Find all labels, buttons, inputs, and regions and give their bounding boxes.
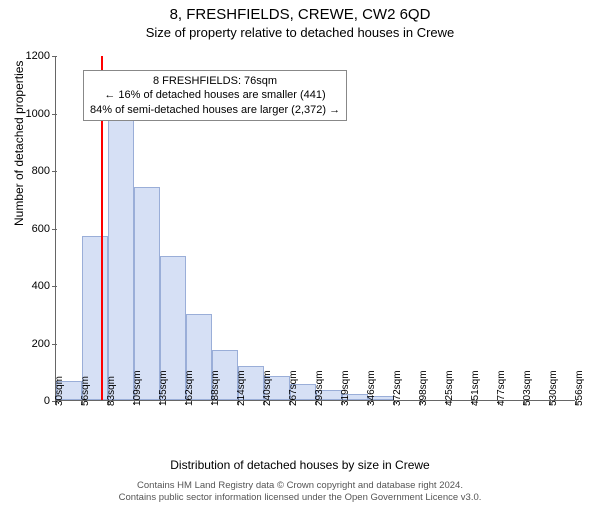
x-axis-label: Distribution of detached houses by size … bbox=[0, 458, 600, 472]
annotation-line-3: 84% of semi-detached houses are larger (… bbox=[90, 103, 340, 117]
x-tick: 425sqm bbox=[444, 370, 455, 406]
chart-area: 02004006008001000120030sqm56sqm83sqm109s… bbox=[55, 56, 575, 401]
x-tick: 556sqm bbox=[574, 370, 585, 406]
histogram-bar bbox=[134, 187, 160, 400]
x-tick: 451sqm bbox=[470, 370, 481, 406]
y-tick: 200 bbox=[32, 338, 56, 350]
x-tick: 267sqm bbox=[288, 370, 299, 406]
x-tick: 135sqm bbox=[158, 370, 169, 406]
x-tick: 477sqm bbox=[496, 370, 507, 406]
x-tick: 109sqm bbox=[132, 370, 143, 406]
annotation-box: 8 FRESHFIELDS: 76sqm ← 16% of detached h… bbox=[83, 70, 347, 121]
footer-line-2: Contains public sector information licen… bbox=[0, 492, 600, 504]
x-tick: 162sqm bbox=[184, 370, 195, 406]
y-tick: 400 bbox=[32, 280, 56, 292]
x-tick: 372sqm bbox=[392, 370, 403, 406]
y-tick: 600 bbox=[32, 223, 56, 235]
annotation-line-2: ← 16% of detached houses are smaller (44… bbox=[90, 88, 340, 102]
x-tick: 319sqm bbox=[340, 370, 351, 406]
x-tick: 398sqm bbox=[418, 370, 429, 406]
x-tick: 83sqm bbox=[106, 376, 117, 406]
y-axis-label: Number of detached properties bbox=[12, 61, 26, 226]
x-tick: 56sqm bbox=[80, 376, 91, 406]
x-tick: 293sqm bbox=[314, 370, 325, 406]
x-tick: 214sqm bbox=[236, 370, 247, 406]
histogram-bar bbox=[108, 118, 134, 400]
x-tick: 30sqm bbox=[54, 376, 65, 406]
y-tick: 1000 bbox=[26, 108, 56, 120]
x-tick: 346sqm bbox=[366, 370, 377, 406]
y-tick: 800 bbox=[32, 165, 56, 177]
x-tick: 240sqm bbox=[262, 370, 273, 406]
x-tick: 503sqm bbox=[522, 370, 533, 406]
footer-line-1: Contains HM Land Registry data © Crown c… bbox=[0, 480, 600, 492]
page-title: 8, FRESHFIELDS, CREWE, CW2 6QD bbox=[0, 6, 600, 23]
footer: Contains HM Land Registry data © Crown c… bbox=[0, 480, 600, 504]
x-tick: 530sqm bbox=[548, 370, 559, 406]
page-subtitle: Size of property relative to detached ho… bbox=[0, 25, 600, 40]
x-tick: 188sqm bbox=[210, 370, 221, 406]
annotation-line-1: 8 FRESHFIELDS: 76sqm bbox=[90, 74, 340, 88]
y-tick: 1200 bbox=[26, 50, 56, 62]
